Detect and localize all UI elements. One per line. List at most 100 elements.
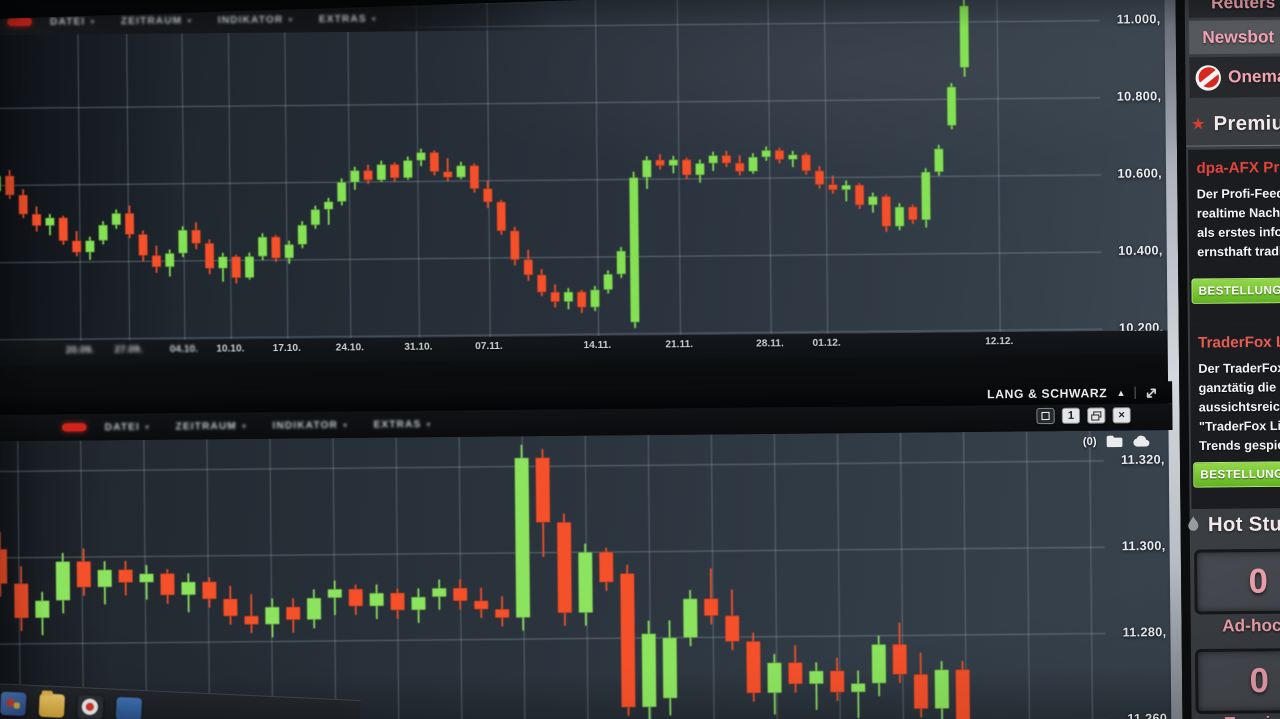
cloud-upload-icon[interactable] [1132, 435, 1150, 447]
maximize-button[interactable] [1036, 407, 1055, 425]
termine-count: 0 [1249, 661, 1269, 700]
candle-down [892, 643, 908, 675]
candle-up [590, 289, 600, 308]
x-axis-tick-label: 14.11. [583, 339, 612, 352]
candle-up [641, 633, 657, 708]
premium-title: Premium [1213, 111, 1280, 135]
candle-up [514, 457, 531, 618]
candle-up [603, 273, 613, 291]
candle-down [452, 587, 468, 602]
candle-up [668, 159, 679, 166]
card-text-line: Der Profi-Feed [1196, 186, 1280, 202]
candle-down [363, 170, 373, 181]
candle-down [76, 560, 92, 588]
menu-item-indikator[interactable]: INDIKATOR ▾ [272, 419, 348, 432]
menu-item-zeitraum[interactable]: ZEITRAUM ▾ [175, 420, 247, 432]
candle-down [509, 230, 520, 261]
menu-item-datei[interactable]: DATEI ▾ [104, 421, 150, 433]
candle-up [257, 236, 268, 257]
candle-down [907, 206, 918, 221]
menu-item-datei[interactable]: DATEI ▾ [50, 15, 95, 28]
card-text-line: Der TraderFox [1198, 360, 1280, 376]
candle-up [766, 662, 783, 694]
flame-icon [1188, 516, 1199, 531]
intraday-chart-panel[interactable]: 11.320,11.300,11.280,11.260 13:0013:3014… [0, 430, 1176, 719]
expand-chart-icon[interactable] [1145, 386, 1158, 399]
candle-down [774, 149, 785, 160]
daily-chart-panel[interactable]: 11.000, 10.800, 10.600, 10.400, 10.200, [0, 0, 1172, 342]
restore-button[interactable] [1087, 407, 1106, 424]
sidebar-item-onemarkets[interactable]: Onemarkets [1189, 56, 1280, 98]
candle-up [616, 250, 627, 275]
candle-down [473, 600, 489, 610]
candle-up [0, 175, 2, 192]
chevron-down-icon: ▾ [342, 420, 348, 430]
taskbar-browser-icon[interactable] [77, 695, 104, 719]
folder-icon[interactable] [1106, 435, 1123, 448]
candle-down [429, 152, 440, 173]
candle-up [55, 561, 71, 601]
bestellung-button-traderfox[interactable]: BESTELLUNG [1193, 460, 1280, 488]
candle-up [97, 569, 113, 588]
candle-down [222, 598, 238, 617]
adhocs-counter-box[interactable]: 0 [1194, 548, 1280, 615]
candle-up [748, 156, 758, 172]
candle-up [139, 573, 154, 583]
menu-item-zeitraum[interactable]: ZEITRAUM ▾ [120, 14, 192, 27]
chevron-down-icon: ▾ [90, 16, 95, 26]
x-axis-tick-label: 10.10. [216, 343, 245, 355]
candle-down [270, 236, 281, 259]
chevron-down-icon: ▾ [371, 13, 376, 24]
candle-up [894, 206, 905, 227]
candle-down [138, 233, 148, 256]
chevron-down-icon: ▾ [288, 14, 293, 24]
candle-up [336, 181, 347, 202]
candle-down [151, 255, 162, 268]
candle-up [946, 86, 957, 126]
app-logo-indicator [7, 17, 32, 27]
taskbar-app-icon[interactable] [115, 696, 143, 719]
layout-one-button[interactable]: 1 [1061, 407, 1081, 424]
candle-down [231, 256, 242, 279]
candle-up [577, 551, 594, 614]
menu-item-extras[interactable]: EXTRAS ▾ [373, 418, 431, 431]
window-controls: 1 × [1036, 407, 1131, 425]
taskbar-media-app-icon[interactable] [0, 691, 27, 717]
candle-down [655, 159, 665, 167]
candle-down [191, 229, 201, 244]
candle-up [867, 196, 878, 206]
termine-counter-box[interactable]: 0 [1194, 647, 1280, 715]
menu-item-extras[interactable]: EXTRAS ▾ [318, 12, 376, 25]
reuters-label: Reuters [1210, 0, 1276, 13]
x-axis-tick-label: 17.10. [272, 342, 301, 355]
app-logo-indicator [62, 423, 87, 432]
menu-item-indikator[interactable]: INDIKATOR ▾ [217, 13, 293, 26]
taskbar-folder-icon[interactable] [38, 693, 66, 718]
candle-down [285, 606, 301, 621]
candle-up [180, 581, 196, 596]
bestellung-button-dpa[interactable]: BESTELLUNG [1191, 277, 1280, 304]
candle-up [45, 217, 55, 226]
restore-icon [1091, 410, 1102, 421]
chevron-down-icon: ▾ [241, 421, 247, 431]
candle-down [828, 184, 838, 191]
card-text-line: aussichtsreichst [1198, 399, 1280, 415]
card-text-line: realtime Nachr [1196, 205, 1280, 221]
candle-down [703, 598, 719, 617]
candle-up [662, 637, 678, 699]
close-button[interactable]: × [1112, 407, 1131, 424]
card-text-line: ganztätig die M [1198, 380, 1280, 396]
candle-down [854, 184, 865, 206]
sidebar-item-newsbot[interactable]: Newsbot [1188, 19, 1280, 55]
candle-down [535, 457, 551, 523]
card-text-line: Trends gespielt [1199, 437, 1280, 454]
candle-up [111, 213, 122, 226]
candle-down [494, 608, 510, 619]
candle-down [390, 592, 406, 611]
sidebar-item-reuters[interactable]: Reuters [1188, 0, 1280, 18]
candle-down [724, 615, 740, 642]
premium-section-header: ★ Premium [1185, 101, 1280, 147]
candle-up [323, 201, 334, 210]
candle-down [787, 662, 803, 685]
